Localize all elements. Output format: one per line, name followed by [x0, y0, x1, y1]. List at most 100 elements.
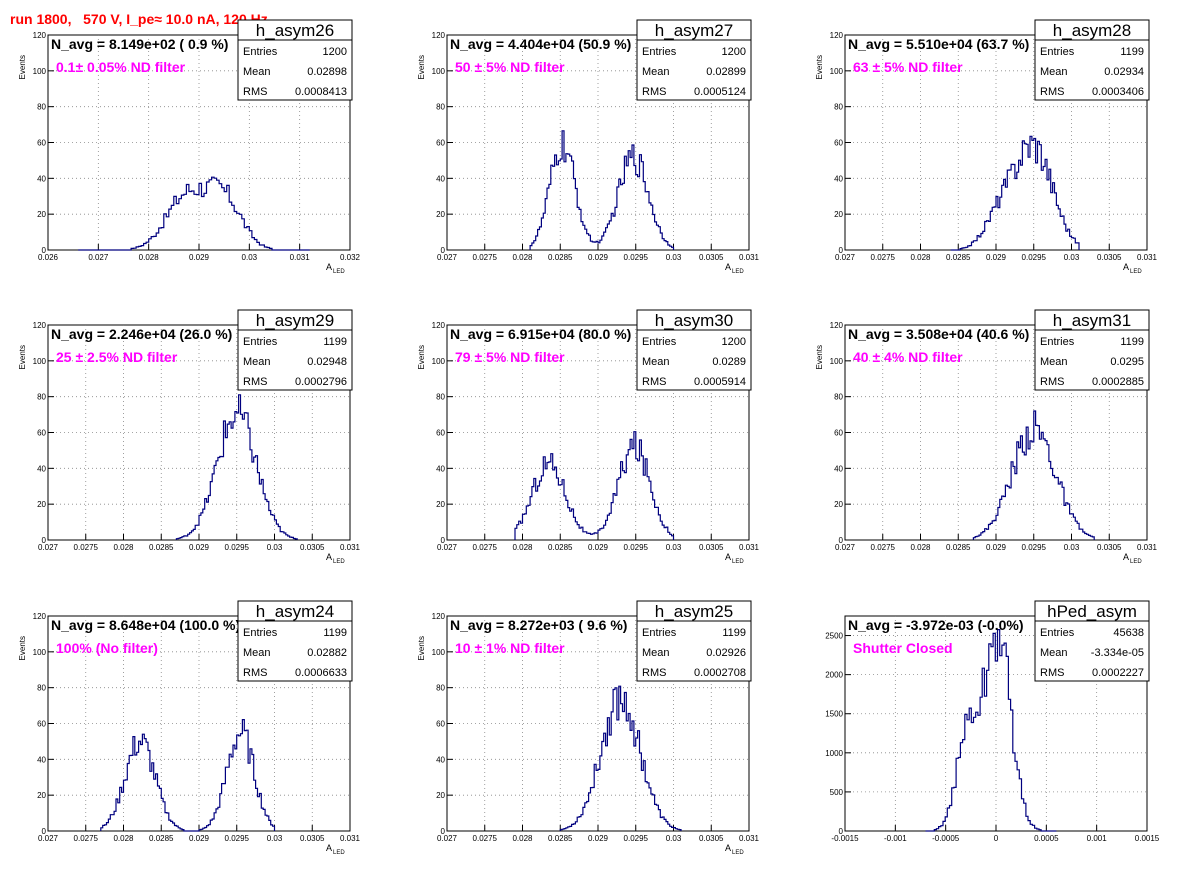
stats-box: h_asym24 Entries 1199 Mean 0.02882 RMS 0.00066… — [237, 600, 353, 682]
filter-label: 63 ± 5% ND filter — [853, 59, 963, 75]
stats-key-mean: Mean — [642, 356, 670, 368]
x-tick-label: 0.0285 — [149, 543, 174, 552]
stats-value-entries: 1199 — [722, 627, 746, 639]
panel-h_asym31: 0.027 0.0275 0.028 0.0285 0.029 0.0295 0.03 0.0… — [815, 309, 1158, 565]
x-tick-label: 0.03 — [267, 834, 283, 843]
stats-value-mean: 0.02934 — [1104, 66, 1144, 78]
x-tick-label: 0.0285 — [946, 253, 971, 262]
y-tick-label: 60 — [37, 139, 46, 148]
x-tick-label: 0.031 — [340, 543, 361, 552]
y-axis-label: Events — [417, 345, 426, 369]
stats-key-entries: Entries — [642, 336, 677, 348]
y-tick-label: 2500 — [825, 632, 843, 641]
x-axis-label: A — [326, 843, 332, 853]
stats-key-mean: Mean — [243, 647, 271, 659]
stats-box-frame — [237, 309, 353, 391]
stats-value-entries: 1200 — [323, 46, 347, 58]
filter-label: 100% (No filter) — [56, 640, 158, 656]
panel-h_asym25: 0.027 0.0275 0.028 0.0285 0.029 0.0295 0.03 0.0… — [417, 600, 760, 856]
y-tick-label: 2000 — [825, 671, 843, 680]
y-tick-label: 60 — [834, 139, 843, 148]
x-tick-label: 0.03 — [1064, 253, 1080, 262]
navg-label: N_avg = 8.648e+04 (100.0 %) — [51, 617, 240, 633]
stats-title: h_asym27 — [655, 21, 733, 40]
y-tick-label: 0 — [441, 536, 446, 545]
stats-box-frame — [636, 309, 752, 391]
y-tick-label: 0 — [441, 827, 446, 836]
x-tick-label: 0.0305 — [300, 543, 325, 552]
x-axis-label-sub: LED — [732, 850, 744, 856]
x-tick-label: 0.0305 — [1097, 253, 1122, 262]
y-tick-label: 20 — [436, 210, 445, 219]
x-tick-label: 0.029 — [189, 834, 210, 843]
x-tick-label: 0.029 — [986, 543, 1007, 552]
y-tick-label: 1000 — [825, 749, 843, 758]
x-axis-label-sub: LED — [1130, 559, 1142, 565]
y-tick-label: 80 — [834, 103, 843, 112]
x-tick-label: 0.027 — [835, 543, 856, 552]
y-tick-label: 500 — [830, 788, 844, 797]
x-tick-label: 0.031 — [1137, 253, 1158, 262]
stats-key-rms: RMS — [1040, 86, 1064, 98]
y-tick-label: 80 — [37, 393, 46, 402]
y-tick-label: 40 — [37, 755, 46, 764]
x-tick-label: 0.029 — [588, 543, 609, 552]
stats-box-frame — [237, 600, 353, 682]
stats-title: h_asym29 — [256, 311, 334, 330]
stats-value-entries: 45638 — [1113, 627, 1144, 639]
filter-label: 40 ± 4% ND filter — [853, 349, 963, 365]
x-tick-label: 0.031 — [290, 253, 311, 262]
x-tick-label: 0.0305 — [1097, 543, 1122, 552]
x-tick-label: 0.027 — [88, 253, 109, 262]
filter-label: 50 ± 5% ND filter — [455, 59, 565, 75]
y-tick-label: 120 — [33, 31, 47, 40]
x-tick-label: 0.0275 — [473, 253, 498, 262]
y-axis-label: Events — [815, 345, 824, 369]
y-tick-label: 1500 — [825, 710, 843, 719]
stats-value-rms: 0.0006633 — [295, 667, 347, 679]
stats-value-rms: 0.0005124 — [694, 86, 746, 98]
stats-title: h_asym30 — [655, 311, 733, 330]
panel-h_asym24: 0.027 0.0275 0.028 0.0285 0.029 0.0295 0.03 0.0… — [18, 600, 361, 856]
panel-hPed_asym: -0.0015 -0.001 -0.0005 0 0.0005 0.001 0.0015 0 5… — [825, 600, 1160, 843]
stats-title: h_asym24 — [256, 602, 334, 621]
x-tick-label: 0.0285 — [548, 543, 573, 552]
histogram-line — [925, 629, 1057, 832]
x-tick-label: 0.03 — [666, 543, 682, 552]
y-tick-label: 60 — [37, 429, 46, 438]
stats-value-mean: 0.02898 — [307, 66, 347, 78]
x-tick-label: 0.0295 — [225, 834, 250, 843]
x-tick-label: 0.027 — [437, 834, 458, 843]
stats-value-mean: -3.334e-05 — [1091, 647, 1144, 659]
y-tick-label: 0 — [42, 827, 47, 836]
y-tick-label: 40 — [834, 464, 843, 473]
stats-value-entries: 1200 — [722, 46, 746, 58]
y-tick-label: 20 — [37, 500, 46, 509]
y-tick-label: 80 — [436, 684, 445, 693]
stats-box: h_asym27 Entries 1200 Mean 0.02899 RMS 0.00051… — [636, 19, 752, 101]
stats-box-frame — [1034, 309, 1150, 391]
x-tick-label: 0.031 — [739, 543, 760, 552]
x-tick-label: 0.0015 — [1135, 834, 1160, 843]
x-axis-label-sub: LED — [732, 559, 744, 565]
x-tick-label: 0.028 — [512, 253, 533, 262]
x-tick-label: 0.031 — [340, 834, 361, 843]
x-tick-label: -0.001 — [884, 834, 907, 843]
x-tick-label: 0.0295 — [624, 543, 649, 552]
x-tick-label: 0.03 — [242, 253, 258, 262]
x-tick-label: 0.031 — [739, 253, 760, 262]
stats-value-entries: 1199 — [1120, 46, 1144, 58]
x-tick-label: 0.028 — [113, 834, 134, 843]
y-tick-label: 80 — [834, 393, 843, 402]
y-tick-label: 0 — [839, 246, 844, 255]
histogram-line — [559, 685, 682, 831]
stats-value-rms: 0.0008413 — [295, 86, 347, 98]
stats-key-mean: Mean — [1040, 66, 1068, 78]
stats-key-rms: RMS — [243, 376, 267, 388]
histogram-line — [514, 431, 675, 540]
navg-label: N_avg = 6.915e+04 (80.0 %) — [450, 326, 631, 342]
x-tick-label: 0.027 — [835, 253, 856, 262]
stats-box: h_asym26 Entries 1200 Mean 0.02898 RMS 0.00084… — [237, 19, 353, 101]
y-tick-label: 100 — [432, 357, 446, 366]
